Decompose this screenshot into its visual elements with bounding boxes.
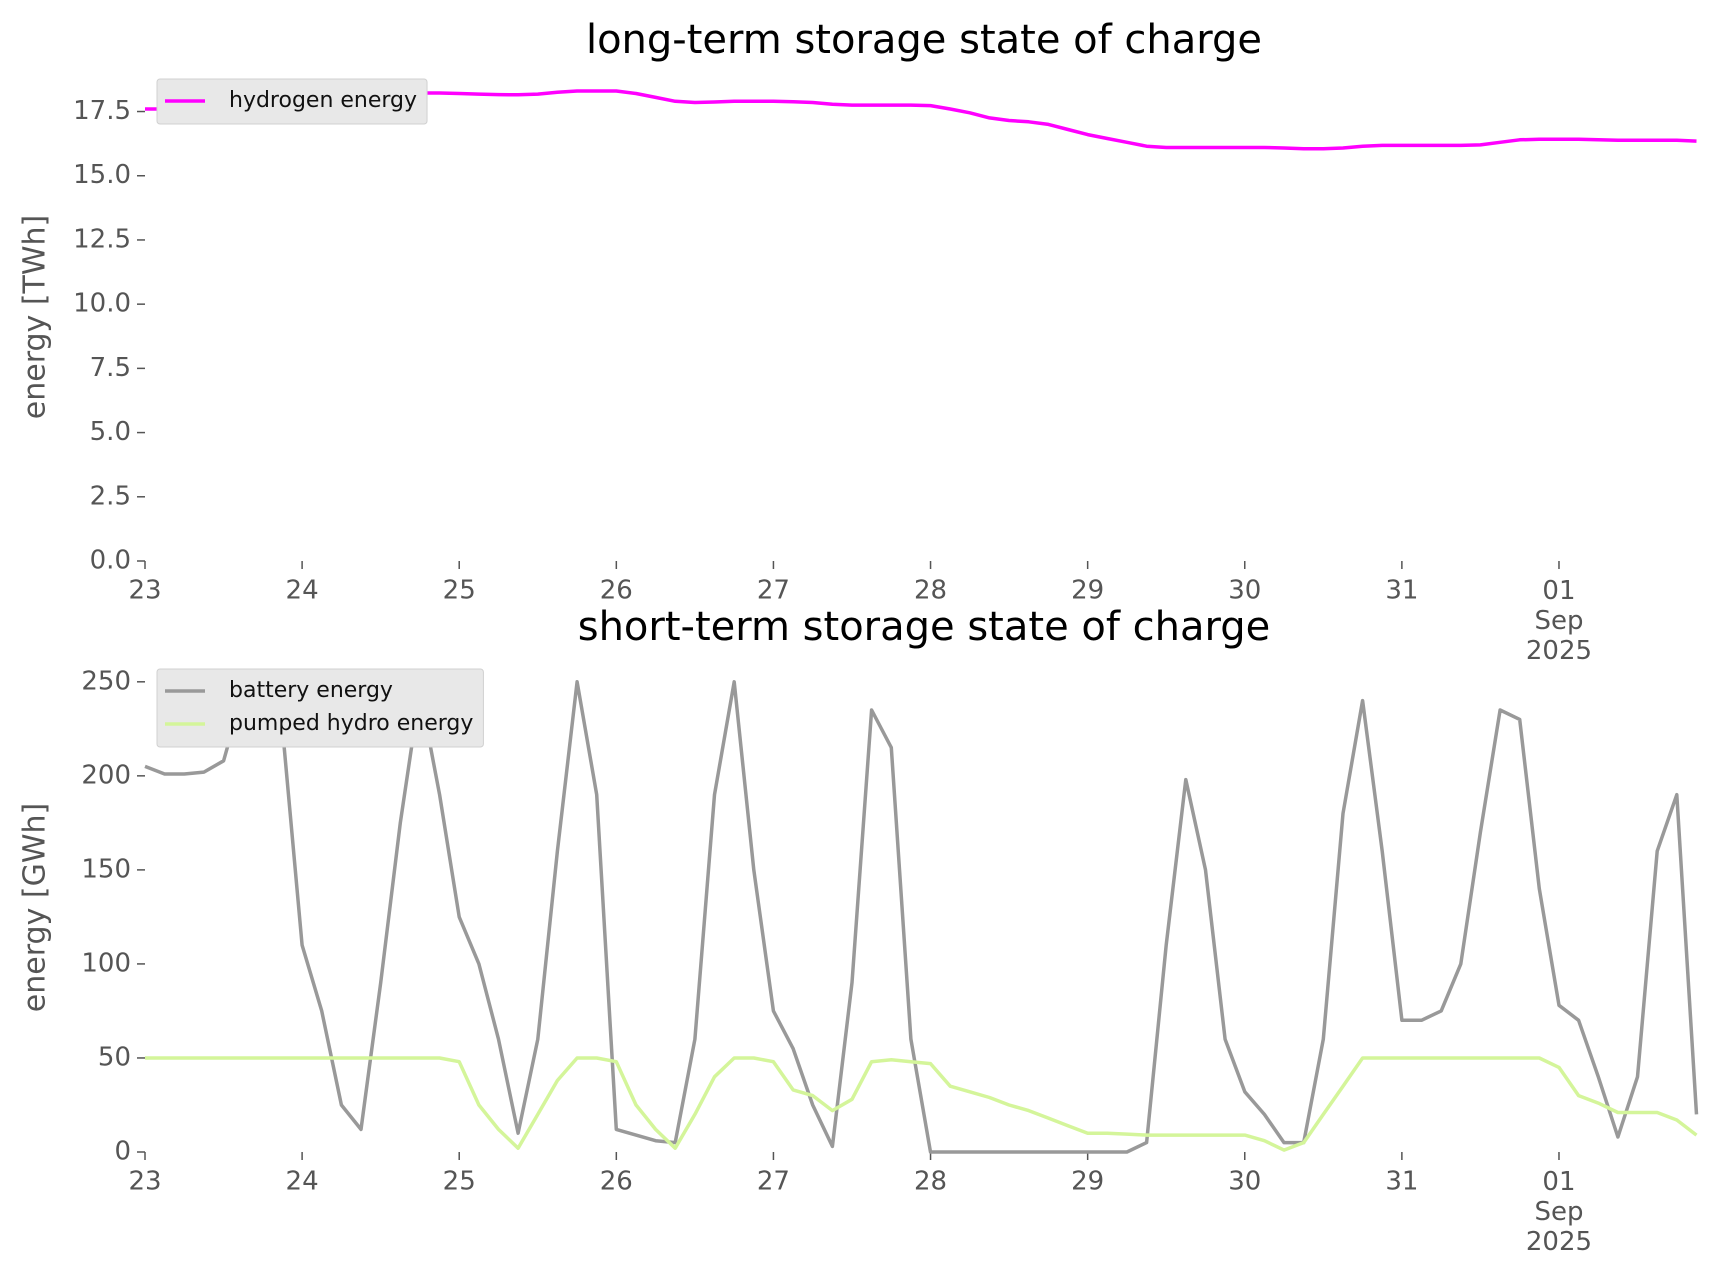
x-tick-label: 31 <box>1385 576 1418 606</box>
y-tick-label: 2.5 <box>90 481 131 511</box>
x-tick-label: 01 Sep 2025 <box>1526 1167 1592 1257</box>
chart-title: long-term storage state of charge <box>586 17 1262 63</box>
series-line <box>144 680 1699 1154</box>
y-tick-label: 17.5 <box>73 96 131 126</box>
x-tick-label: 28 <box>914 1167 947 1197</box>
y-tick-label: 10.0 <box>73 289 131 319</box>
y-tick-label: 12.5 <box>73 224 131 254</box>
y-axis-label: energy [TWh] <box>18 215 53 419</box>
x-tick-label: 25 <box>443 576 476 606</box>
series-line <box>145 1056 1698 1152</box>
y-tick-label: 100 <box>81 948 131 978</box>
legend-label: battery energy <box>229 678 393 703</box>
y-tick-label: 0.0 <box>90 546 131 576</box>
y-tick-label: 250 <box>81 666 131 696</box>
x-tick-label: 25 <box>443 1167 476 1197</box>
y-tick-label: 50 <box>98 1042 131 1072</box>
x-tick-label: 31 <box>1385 1167 1418 1197</box>
x-tick-label: 26 <box>600 1167 633 1197</box>
x-tick-label: 01 Sep 2025 <box>1526 576 1592 666</box>
x-tick-label: 29 <box>1071 576 1104 606</box>
legend: hydrogen energy <box>156 78 428 125</box>
x-tick-label: 23 <box>128 576 161 606</box>
y-tick-label: 200 <box>81 760 131 790</box>
legend-label: hydrogen energy <box>229 88 417 113</box>
x-tick-label: 30 <box>1228 576 1261 606</box>
legend-box <box>156 668 484 748</box>
y-tick-label: 7.5 <box>90 353 131 383</box>
legend-box <box>156 78 428 125</box>
x-tick-label: 23 <box>128 1167 161 1197</box>
chart-title: short-term storage state of charge <box>578 604 1271 650</box>
x-tick-label: 29 <box>1071 1167 1104 1197</box>
y-tick-label: 5.0 <box>90 417 131 447</box>
y-axis-label: energy [GWh] <box>18 803 53 1012</box>
x-tick-label: 30 <box>1228 1167 1261 1197</box>
x-tick-label: 24 <box>286 576 319 606</box>
x-tick-label: 26 <box>600 576 633 606</box>
x-tick-label: 24 <box>286 1167 319 1197</box>
legend-label: pumped hydro energy <box>229 711 473 736</box>
legend: battery energy pumped hydro energy <box>156 668 484 748</box>
x-tick-label: 28 <box>914 576 947 606</box>
y-tick-label: 150 <box>81 854 131 884</box>
y-tick-label: 15.0 <box>73 160 131 190</box>
y-tick-label: 0 <box>114 1137 131 1167</box>
x-tick-label: 27 <box>757 576 790 606</box>
x-tick-label: 27 <box>757 1167 790 1197</box>
